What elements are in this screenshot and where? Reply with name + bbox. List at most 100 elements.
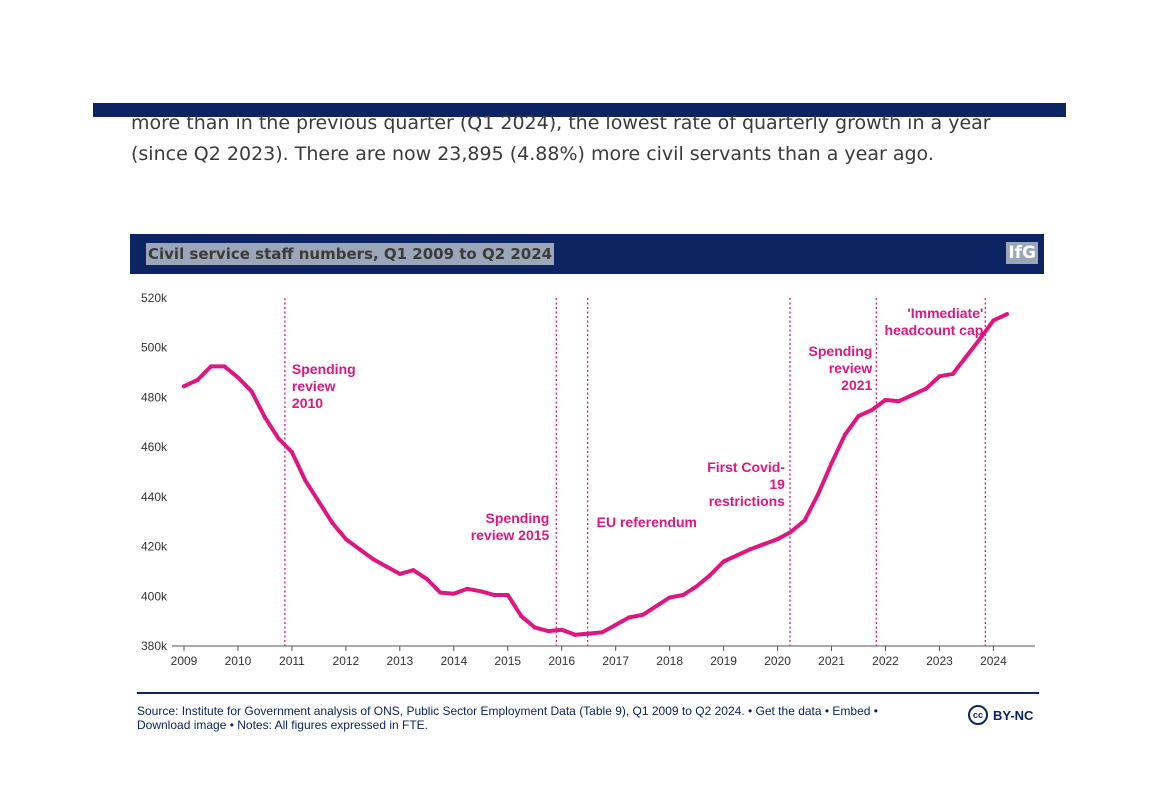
- data-point: [627, 615, 632, 620]
- data-point: [748, 547, 753, 552]
- data-point: [492, 593, 497, 598]
- data-point: [451, 591, 456, 596]
- creative-commons-icon: cc: [968, 705, 988, 725]
- data-point: [249, 389, 254, 394]
- data-point: [316, 499, 321, 504]
- data-point: [370, 557, 375, 561]
- data-point: [573, 632, 578, 637]
- y-tick-label: 420k: [141, 540, 168, 554]
- data-point: [923, 386, 928, 391]
- annotation-line: restrictions: [709, 493, 785, 509]
- data-point: [195, 378, 200, 383]
- event-annotation: Spending review 2010: [292, 361, 356, 411]
- intro-line-2: (since Q2 2023). There are now 23,895 (4…: [131, 143, 934, 165]
- data-point: [235, 375, 240, 380]
- data-point: [330, 520, 335, 525]
- chart-title: Civil service staff numbers, Q1 2009 to …: [146, 243, 555, 265]
- data-point: [532, 625, 537, 630]
- data-point: [411, 568, 416, 573]
- data-point: [762, 542, 767, 547]
- annotation-line: 2010: [292, 395, 323, 411]
- data-point: [681, 593, 686, 598]
- footer-divider: [137, 692, 1039, 694]
- annotation-line: 19: [769, 476, 785, 492]
- data-point: [991, 318, 996, 323]
- data-point: [735, 553, 740, 558]
- data-point: [397, 571, 402, 576]
- data-series: [182, 312, 1009, 637]
- annotation-line: review: [829, 360, 873, 376]
- data-point: [870, 407, 875, 412]
- data-point: [276, 436, 281, 441]
- data-point: [613, 622, 618, 627]
- data-point: [883, 397, 888, 402]
- annotation-line: Spending: [292, 361, 356, 377]
- data-point: [465, 586, 470, 591]
- y-tick-label: 460k: [141, 440, 168, 454]
- data-point: [262, 415, 267, 420]
- annotation-line: Spending: [809, 343, 873, 359]
- data-point: [802, 518, 807, 523]
- x-tick-label: 2022: [872, 654, 899, 668]
- annotation-line: 'Immediate': [907, 305, 983, 321]
- data-point: [789, 529, 794, 534]
- annotation-line: headcount cap: [885, 322, 984, 338]
- y-tick-label: 440k: [141, 490, 168, 504]
- x-tick-label: 2015: [494, 654, 521, 668]
- intro-paragraph: more than in the previous quarter (Q1 20…: [131, 108, 1031, 172]
- data-point: [505, 593, 510, 598]
- data-point: [721, 559, 726, 564]
- data-point: [964, 354, 969, 359]
- x-tick-label: 2023: [926, 654, 953, 668]
- y-tick-label: 400k: [141, 589, 168, 603]
- data-point: [775, 537, 780, 542]
- annotation-line: review 2015: [471, 527, 550, 543]
- data-point: [950, 371, 955, 376]
- annotation-line: First Covid-: [707, 459, 785, 475]
- license-label: BY-NC: [993, 707, 1034, 723]
- data-point: [303, 478, 308, 483]
- intro-line-1: more than in the previous quarter (Q1 20…: [131, 112, 991, 134]
- x-tick-label: 2013: [386, 654, 413, 668]
- y-tick-label: 480k: [141, 390, 168, 404]
- x-tick-label: 2020: [764, 654, 791, 668]
- top-accent-bar: [93, 103, 1066, 117]
- data-point: [816, 492, 821, 497]
- series-line: [182, 312, 1009, 637]
- ifg-logo: IfG: [1006, 242, 1038, 264]
- data-point: [843, 432, 848, 437]
- data-point: [937, 374, 942, 379]
- annotation-line: EU referendum: [597, 514, 697, 530]
- data-point: [600, 630, 605, 635]
- data-point: [478, 589, 483, 594]
- data-point: [208, 364, 213, 369]
- data-point: [586, 631, 591, 636]
- data-point: [357, 547, 362, 552]
- data-point: [546, 629, 551, 634]
- event-annotation: Spending review 2015: [471, 510, 550, 543]
- source-note: Source: Institute for Government analysi…: [137, 704, 937, 732]
- data-point: [640, 612, 645, 617]
- data-point: [694, 584, 699, 589]
- data-point: [1004, 312, 1009, 317]
- data-point: [384, 564, 389, 569]
- event-annotation: Spending review 2021: [809, 343, 873, 393]
- y-tick-label: 380k: [141, 639, 168, 653]
- x-tick-label: 2012: [333, 654, 360, 668]
- source-line-2: Download image • Notes: All figures expr…: [137, 718, 428, 732]
- data-point: [977, 337, 982, 342]
- event-markers: [284, 298, 986, 646]
- x-tick-label: 2019: [710, 654, 737, 668]
- x-tick-label: 2011: [279, 654, 305, 668]
- data-point: [667, 595, 672, 600]
- data-point: [438, 590, 443, 595]
- x-tick-label: 2016: [548, 654, 575, 668]
- data-point: [289, 450, 294, 455]
- chart-header: Civil service staff numbers, Q1 2009 to …: [130, 234, 1044, 274]
- x-tick-label: 2024: [980, 654, 1007, 668]
- license-badge[interactable]: cc BY-NC: [968, 704, 1033, 726]
- annotation-line: review: [292, 378, 336, 394]
- annotation-line: 2021: [841, 377, 872, 393]
